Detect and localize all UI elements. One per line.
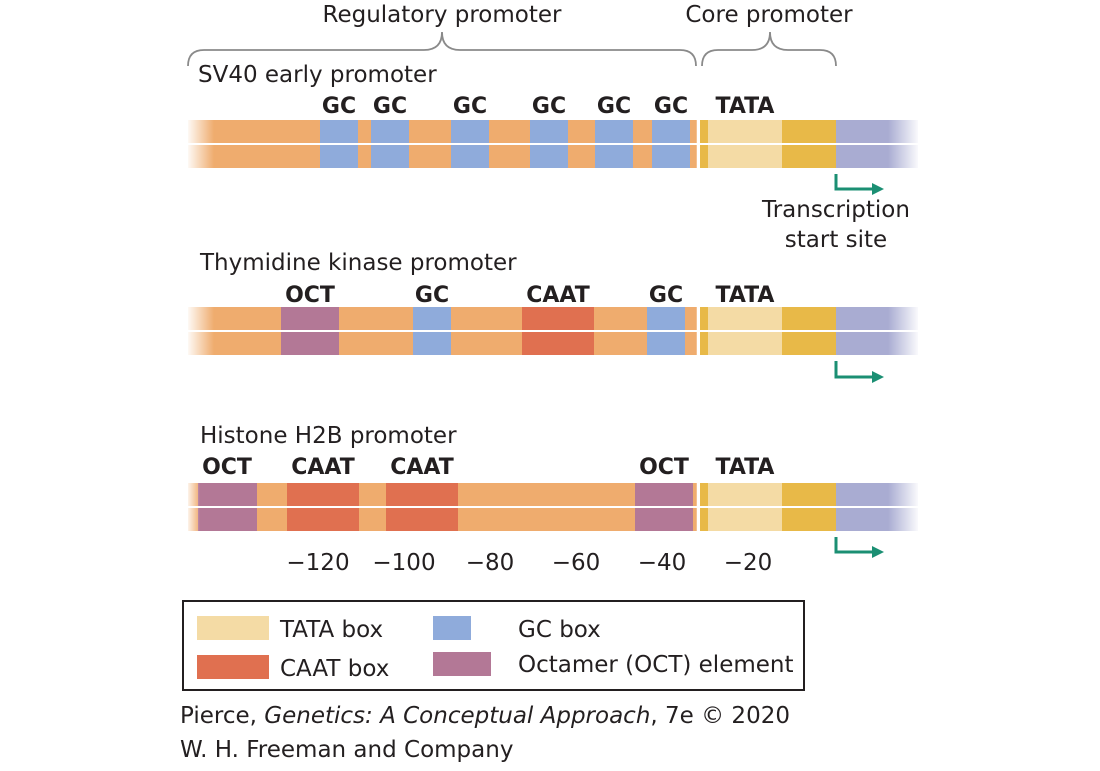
core-promoter-label: Core promoter: [685, 2, 853, 28]
arrowhead-icon: [872, 183, 884, 195]
element-label: CAAT: [390, 455, 454, 480]
transcription-start-arrow: [834, 174, 872, 191]
element-label: CAAT: [291, 455, 355, 480]
start-site-label-line1: Transcription: [761, 197, 910, 223]
legend-swatch-tata: [197, 616, 269, 640]
arrowhead-icon: [872, 371, 884, 383]
element-label: CAAT: [526, 283, 590, 308]
legend-label: TATA box: [279, 617, 383, 643]
fade-right: [888, 305, 920, 357]
regulatory-promoter-label: Regulatory promoter: [323, 2, 562, 28]
element-label: OCT: [639, 455, 689, 480]
promoter-row-thymidine-kinase: Thymidine kinase promoter OCT GC CAAT GC…: [186, 250, 920, 383]
axis-tick-label: −20: [724, 550, 773, 576]
arrowhead-icon: [872, 546, 884, 558]
legend-label: CAAT box: [280, 656, 389, 682]
fade-left: [186, 118, 214, 170]
element-label: GC: [453, 94, 487, 119]
credit-book-title: Genetics: A Conceptual Approach: [264, 703, 651, 729]
element-label: OCT: [202, 455, 252, 480]
legend-swatch-gc: [433, 616, 471, 640]
credit-line-1: Pierce, Genetics: A Conceptual Approach,…: [180, 702, 790, 730]
element-label: TATA: [716, 455, 775, 480]
axis-tick-label: −120: [286, 550, 349, 576]
promoter-row-sv40: SV40 early promoter GC GC GC GC GC GC TA…: [186, 62, 920, 253]
axis-tick-label: −60: [552, 550, 601, 576]
promoter-name: Thymidine kinase promoter: [199, 250, 517, 276]
axis-tick-label: −80: [466, 550, 515, 576]
transcription-start-arrow: [834, 361, 872, 379]
legend-label: Octamer (OCT) element: [518, 652, 794, 678]
fade-left: [186, 305, 214, 357]
fade-left: [186, 481, 200, 533]
element-label: OCT: [285, 283, 335, 308]
element-label: GC: [654, 94, 688, 119]
element-label: TATA: [716, 94, 775, 119]
core-bracket: [701, 31, 837, 67]
legend-frame: [182, 600, 805, 691]
promoter-name: Histone H2B promoter: [200, 423, 457, 449]
element-label: GC: [322, 94, 356, 119]
legend-swatch-caat: [197, 655, 269, 679]
promoter-name: SV40 early promoter: [198, 62, 437, 88]
legend-swatch-oct: [433, 652, 491, 676]
element-label: GC: [532, 94, 566, 119]
axis-tick-label: −100: [372, 550, 435, 576]
fade-right: [888, 118, 920, 170]
start-site-label-line2: start site: [785, 227, 887, 253]
element-label: GC: [649, 283, 683, 308]
transcription-start-arrow: [834, 537, 872, 554]
element-label: GC: [597, 94, 631, 119]
axis-tick-label: −40: [638, 550, 687, 576]
position-axis: −120 −100 −80 −60 −40 −20: [286, 550, 772, 576]
legend-label: GC box: [518, 617, 601, 643]
promoter-row-histone-h2b: Histone H2B promoter OCT CAAT CAAT OCT T…: [186, 423, 920, 558]
element-label: GC: [373, 94, 407, 119]
regulatory-bracket: [187, 31, 697, 67]
credit-author: Pierce,: [180, 703, 265, 729]
credit-publisher: W. H. Freeman and Company: [180, 737, 514, 763]
element-label: TATA: [716, 283, 775, 308]
credit-edition: , 7e © 2020: [650, 703, 790, 729]
fade-right: [888, 481, 920, 533]
element-label: GC: [415, 283, 449, 308]
legend: TATA box CAAT box GC box Octamer (OCT) e…: [182, 600, 805, 691]
